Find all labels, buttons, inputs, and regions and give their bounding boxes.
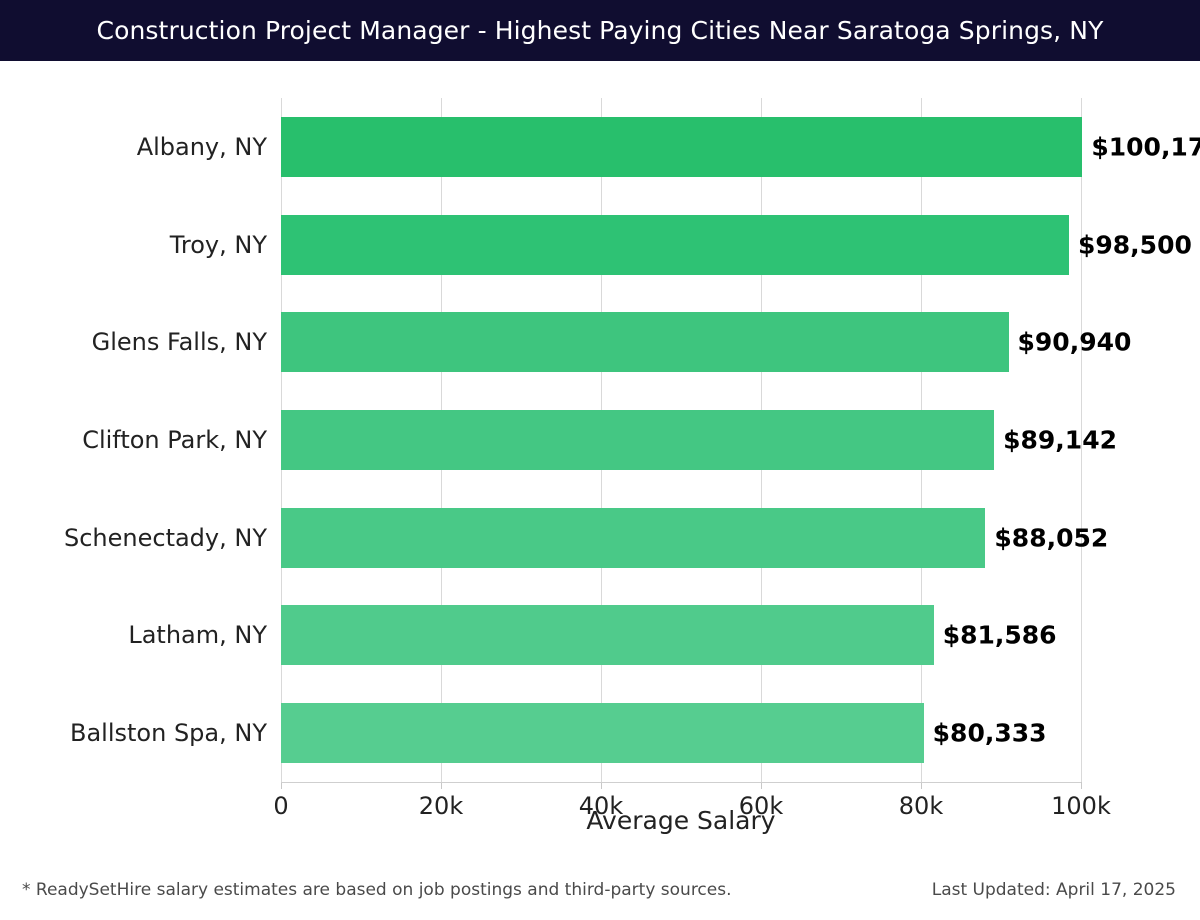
bar-row[interactable]: $100,171 bbox=[281, 98, 1200, 196]
page-title: Construction Project Manager - Highest P… bbox=[96, 16, 1104, 45]
footer: * ReadySetHire salary estimates are base… bbox=[0, 874, 1200, 920]
bar-value-label: $81,586 bbox=[942, 620, 1057, 650]
y-axis-category-label: Ballston Spa, NY bbox=[70, 719, 267, 748]
y-axis-category-label: Troy, NY bbox=[169, 230, 267, 259]
y-axis-category-label: Latham, NY bbox=[128, 621, 267, 650]
bar-value-label: $90,940 bbox=[1017, 327, 1132, 357]
bar-row[interactable]: $80,333 bbox=[281, 684, 1081, 782]
bar[interactable] bbox=[281, 703, 924, 764]
y-axis-category-label: Glens Falls, NY bbox=[91, 328, 267, 357]
x-tick-label: 40k bbox=[578, 792, 624, 820]
bar[interactable] bbox=[281, 507, 986, 568]
x-tick-mark bbox=[1081, 782, 1082, 789]
bar-value-label: $98,500 bbox=[1078, 230, 1192, 260]
y-axis-category-label: Clifton Park, NY bbox=[82, 426, 267, 454]
bar[interactable] bbox=[281, 214, 1069, 275]
x-tick-label: 20k bbox=[418, 792, 464, 820]
y-axis-category-labels: Albany, NY Troy, NY Glens Falls, NY Clifton… bbox=[0, 98, 267, 782]
y-axis-category-label: Schenectady, NY bbox=[63, 523, 267, 552]
x-tick-mark bbox=[921, 782, 922, 789]
x-axis-line bbox=[281, 782, 1081, 783]
footer-disclaimer: * ReadySetHire salary estimates are base… bbox=[22, 880, 732, 900]
x-tick-mark bbox=[441, 782, 442, 789]
x-tick-mark bbox=[761, 782, 762, 789]
footer-last-updated: Last Updated: April 17, 2025 bbox=[931, 880, 1176, 900]
x-gridline bbox=[1081, 98, 1082, 782]
bar-row[interactable]: $90,940 bbox=[281, 293, 1131, 391]
x-tick-label: 0 bbox=[273, 792, 289, 820]
bar-value-label: $100,171 bbox=[1091, 132, 1200, 162]
x-tick-mark bbox=[281, 782, 282, 789]
bar[interactable] bbox=[281, 605, 934, 666]
x-tick-mark bbox=[601, 782, 602, 789]
bar[interactable] bbox=[281, 409, 995, 470]
bar-value-label: $88,052 bbox=[994, 523, 1109, 553]
x-tick-label: 80k bbox=[898, 792, 944, 820]
header-bar: Construction Project Manager - Highest P… bbox=[0, 0, 1200, 61]
y-axis-category-label: Albany, NY bbox=[136, 132, 267, 161]
x-tick-label: 60k bbox=[738, 792, 784, 820]
x-axis-title: Average Salary bbox=[586, 806, 776, 835]
bars-layer: $100,171 $98,500 $90,940 $89,142 $88,052 $81,… bbox=[281, 98, 1200, 782]
bar[interactable] bbox=[281, 116, 1083, 177]
chart-container: 0 20k 40k 60k 80k 100k Albany, NY Troy, NY Glen… bbox=[0, 61, 1200, 861]
bar-row[interactable]: $81,586 bbox=[281, 587, 1081, 685]
bar-row[interactable]: $89,142 bbox=[281, 391, 1117, 489]
bar-row[interactable]: $98,500 bbox=[281, 196, 1192, 294]
bar[interactable] bbox=[281, 312, 1009, 373]
bar-row[interactable]: $88,052 bbox=[281, 489, 1108, 587]
x-tick-label: 100k bbox=[1051, 792, 1111, 820]
bar-value-label: $80,333 bbox=[932, 718, 1047, 748]
bar-value-label: $89,142 bbox=[1003, 425, 1117, 455]
